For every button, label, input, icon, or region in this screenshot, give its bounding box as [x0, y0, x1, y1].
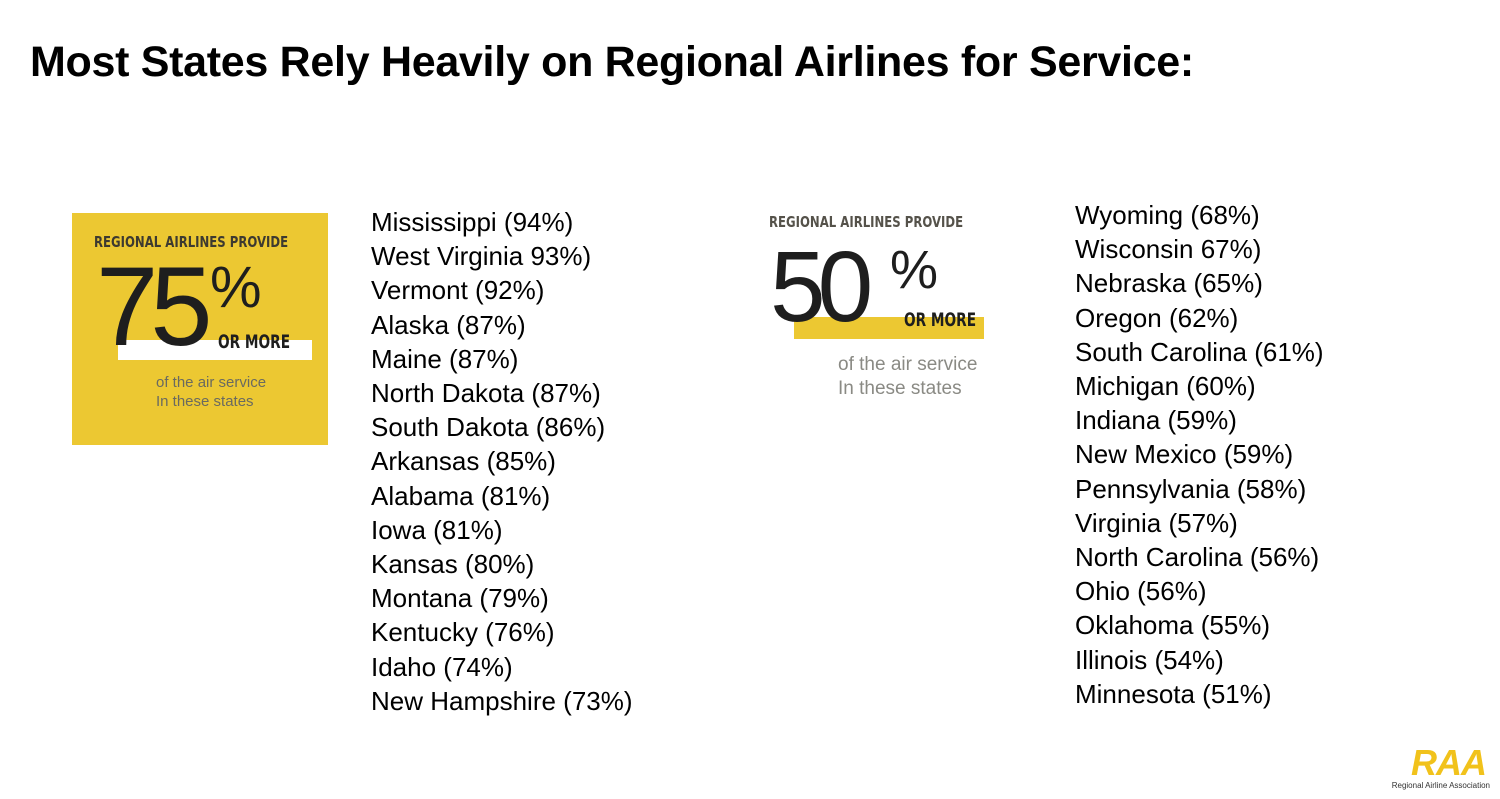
state-item: Wyoming (68%) [1075, 200, 1260, 230]
badge-line: of the air service [156, 374, 267, 391]
badge: REGIONAL AIRLINES PROVIDE 50 % OR MORE o… [758, 205, 1014, 437]
badge-number: 75 [96, 244, 213, 369]
state-item: Mississippi (94%) [371, 207, 574, 237]
state-item: Oregon (62%) [1075, 302, 1239, 333]
state-item: Ohio (56%) [1075, 576, 1207, 607]
state-item: Montana (79%) [371, 583, 549, 614]
badge-heading: REGIONAL AIRLINES PROVIDE [769, 213, 964, 231]
state-list: Wyoming (68%) Wisconsin 67%) Nebraska (65%… [1075, 198, 1324, 711]
state-item: New Mexico (59%) [1075, 439, 1294, 470]
badge: REGIONAL AIRLINES PROVIDE 75 % OR MORE o… [72, 213, 328, 445]
state-item: Nebraska (65%) [1075, 268, 1263, 299]
state-item: Minnesota (51%) [1075, 678, 1272, 709]
badge-qualifier: OR MORE [218, 331, 291, 353]
badge-heading: REGIONAL AIRLINES PROVIDE [94, 233, 289, 251]
badge-line: In these states [838, 378, 962, 399]
state-item: Iowa (81%) [371, 514, 503, 545]
badge-line: In these states [156, 393, 254, 410]
state-item: Indiana (59%) [1075, 405, 1237, 436]
state-item: Illinois (54%) [1075, 644, 1224, 675]
state-item: South Dakota (86%) [371, 412, 606, 443]
badge-bar [794, 317, 984, 339]
state-item: Kansas (80%) [371, 549, 535, 580]
state-item: Alaska (87%) [371, 309, 526, 340]
title: Most States Rely Heavily on Regional Air… [30, 38, 1194, 86]
state-item: North Dakota (87%) [371, 378, 601, 409]
state-item: Arkansas (85%) [371, 446, 556, 477]
state-item: Michigan (60%) [1075, 371, 1256, 402]
state-item: Wisconsin 67%) [1075, 234, 1262, 265]
badge-symbol: % [890, 240, 939, 300]
state-item: Pennsylvania (58%) [1075, 473, 1307, 504]
badge-line: of the air service [838, 354, 978, 375]
badge-symbol: % [210, 255, 262, 320]
state-item: New Hampshire (73%) [371, 685, 633, 716]
badge-number: 50 [770, 231, 873, 343]
badge-bar [118, 340, 312, 360]
state-item: Virginia (57%) [1075, 507, 1238, 538]
state-item: Vermont (92%) [371, 275, 545, 306]
state-item: Kentucky (76%) [371, 617, 555, 648]
state-item: North Carolina (56%) [1075, 542, 1320, 573]
logo-caption: Regional Airline Association [1391, 781, 1490, 790]
state-item: Oklahoma (55%) [1075, 610, 1271, 641]
state-item: Idaho (74%) [371, 651, 513, 682]
state-item: Maine (87%) [371, 343, 519, 374]
state-item: West Virginia 93%) [371, 241, 592, 272]
state-item: Alabama (81%) [371, 480, 551, 511]
state-item: South Carolina (61%) [1075, 336, 1324, 367]
state-list: Mississippi (94%) West Virginia 93%) Vermo… [371, 205, 633, 718]
logo: RAA [1411, 742, 1487, 783]
badge-qualifier: OR MORE [904, 309, 977, 331]
